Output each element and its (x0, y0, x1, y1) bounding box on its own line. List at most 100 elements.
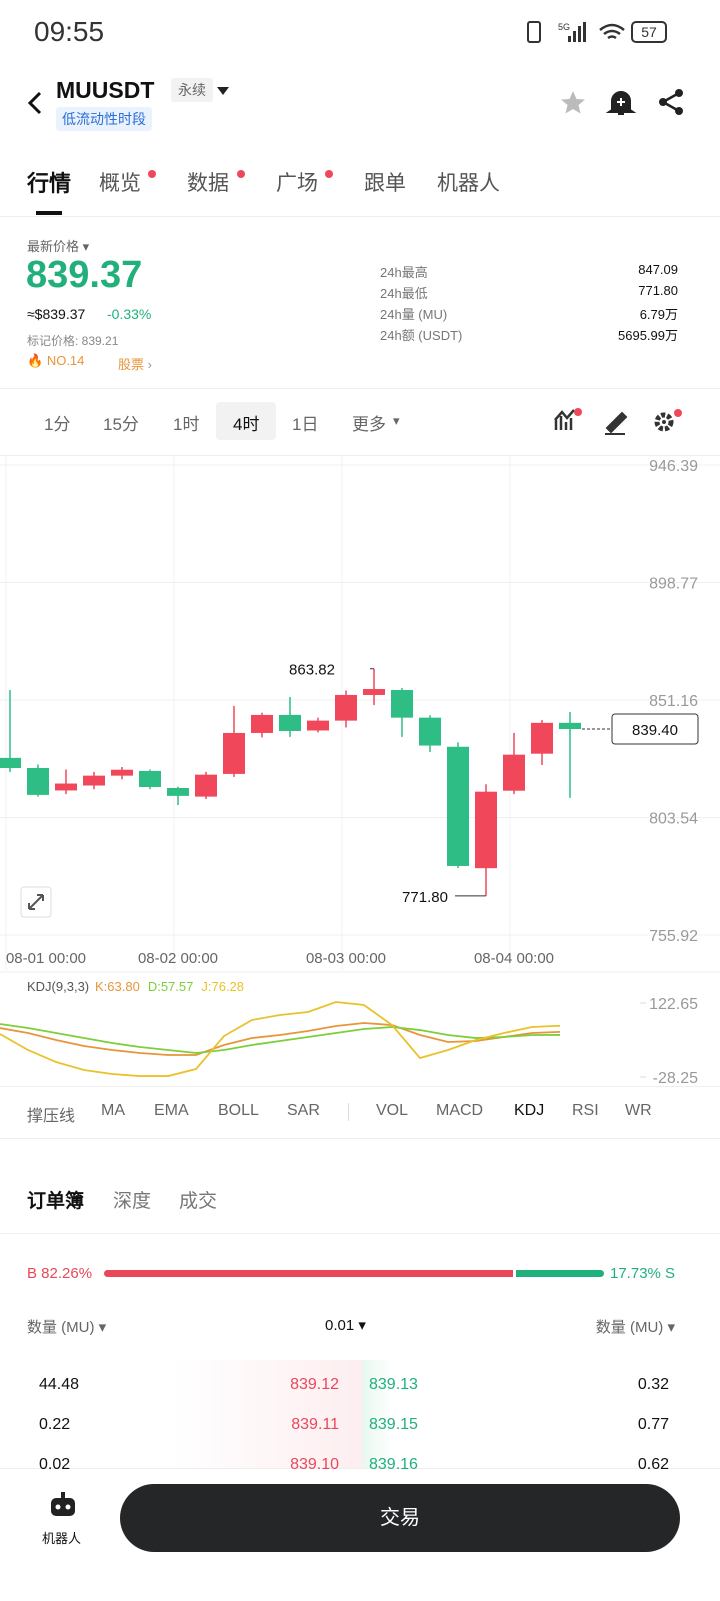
interval[interactable]: 1日 (292, 415, 319, 434)
kdj-title: KDJ(9,3,3) (27, 979, 89, 994)
sector-text: 股票 (118, 357, 145, 372)
tab[interactable]: 行情 (27, 171, 72, 196)
ask-qty: 0.62 (637, 1456, 669, 1473)
trade-button[interactable]: 交易 (120, 1484, 680, 1552)
x-tick-label: 08-02 00:00 (138, 950, 218, 967)
rank[interactable]: 🔥 NO.14 (27, 353, 85, 368)
stat-label: 24h最低 (380, 286, 428, 301)
candle-body (503, 754, 525, 791)
robot-label[interactable]: 机器人 (42, 1531, 82, 1546)
candle-body (447, 746, 469, 866)
bid-depth (172, 1360, 362, 1470)
dropdown[interactable] (216, 86, 230, 96)
battery: 57 (641, 24, 657, 40)
y-tick-label: 803.54 (649, 810, 698, 827)
legend-entry: D:57.57 (148, 979, 194, 994)
interval[interactable]: 1时 (173, 415, 200, 434)
indicator[interactable]: MACD (436, 1102, 484, 1119)
x-tick-label: 08-03 00:00 (306, 950, 386, 967)
last-label: 839.40 (632, 722, 678, 739)
indicator[interactable]: EMA (154, 1102, 189, 1119)
candle-body (139, 770, 161, 787)
tab[interactable]: 概览 (99, 172, 141, 195)
candle-body (111, 769, 133, 776)
stat-value: 6.79万 (639, 307, 678, 322)
candle-body (419, 717, 441, 746)
robot-icon[interactable] (48, 1490, 78, 1520)
candle-body (531, 722, 553, 754)
col-header: 数量 (MU) ▾ (27, 1319, 107, 1336)
candle-body (195, 774, 217, 797)
indicator[interactable]: MA (101, 1102, 125, 1119)
ob-tab[interactable]: 成交 (179, 1191, 218, 1212)
sell-bar (516, 1270, 604, 1277)
candle-body (223, 732, 245, 774)
usd-price: ≈$839.37 (27, 306, 86, 322)
candle-body (363, 689, 385, 695)
interval[interactable]: 4时 (233, 415, 260, 434)
chart-tools[interactable] (552, 406, 692, 436)
precision[interactable]: 0.01 ▾ (325, 1317, 366, 1334)
tab[interactable]: 跟单 (364, 172, 406, 195)
kdj-line (0, 1001, 561, 1077)
tab[interactable]: 广场 (276, 172, 318, 195)
indicator[interactable]: BOLL (218, 1102, 259, 1119)
ob-tab[interactable]: 订单簿 (27, 1191, 85, 1212)
ask-price: 839.16 (369, 1456, 418, 1473)
bid-qty: 44.48 (39, 1376, 80, 1393)
tab[interactable]: 数据 (187, 172, 229, 195)
interval[interactable]: 15分 (103, 415, 139, 434)
ask-qty: 0.77 (637, 1416, 669, 1433)
network: 5G (558, 22, 570, 32)
ask-price: 839.15 (369, 1416, 418, 1433)
rank-text: NO.14 (46, 353, 85, 368)
indicator[interactable]: VOL (376, 1102, 409, 1119)
header-actions[interactable] (558, 88, 688, 118)
divider (0, 388, 720, 389)
y-tick-label: 851.16 (649, 693, 698, 710)
x-tick-label: 08-01 00:00 (6, 950, 86, 967)
candle-body (559, 722, 581, 730)
interval-active-bg (216, 402, 276, 440)
indicator[interactable]: RSI (572, 1102, 599, 1119)
indicator[interactable]: SAR (287, 1102, 320, 1119)
candle-body (307, 720, 329, 731)
stat-value: 771.80 (638, 283, 678, 298)
candle-body (27, 767, 49, 795)
interval[interactable]: 1分 (44, 415, 71, 434)
stat-label: 24h额 (USDT) (380, 328, 463, 343)
candle-body (279, 714, 301, 731)
x-tick-label: 08-04 00:00 (474, 950, 554, 967)
buy-ratio: B 82.26% (27, 1265, 93, 1282)
sector[interactable]: 股票 › (118, 357, 152, 372)
status-time: 09:55 (34, 16, 105, 47)
buy-bar (104, 1270, 514, 1277)
y-tick-label: -28.25 (653, 1070, 698, 1087)
interval[interactable]: 更多 (352, 415, 386, 434)
stat-value: 847.09 (638, 262, 678, 277)
max-label: 863.82 (289, 662, 335, 679)
kdj-line (0, 1022, 561, 1056)
candle-body (251, 714, 273, 733)
last-price: 839.37 (26, 254, 143, 296)
indicator[interactable]: KDJ (514, 1102, 545, 1119)
bid-price: 839.10 (290, 1456, 339, 1473)
contract-tag[interactable]: 永续 (171, 78, 213, 102)
back-button[interactable] (24, 90, 48, 116)
price-label: 最新价格 ▾ (27, 239, 90, 254)
divider (0, 216, 720, 217)
indicator[interactable]: WR (625, 1102, 652, 1119)
tab[interactable]: 机器人 (437, 172, 500, 195)
ask-price: 839.13 (369, 1376, 418, 1393)
price-label-text: 最新价格 (27, 239, 80, 254)
ob-tab[interactable]: 深度 (113, 1191, 152, 1212)
change: -0.33% (107, 306, 152, 322)
status-icons: 5G 57 (527, 21, 667, 43)
indicator[interactable]: 撑压线 (27, 1108, 76, 1125)
ask-depth (362, 1360, 392, 1470)
ask-qty: 0.32 (637, 1376, 669, 1393)
stat-value: 5695.99万 (618, 328, 678, 343)
stat-label: 24h量 (MU) (380, 307, 448, 322)
expand-icon (28, 894, 44, 910)
